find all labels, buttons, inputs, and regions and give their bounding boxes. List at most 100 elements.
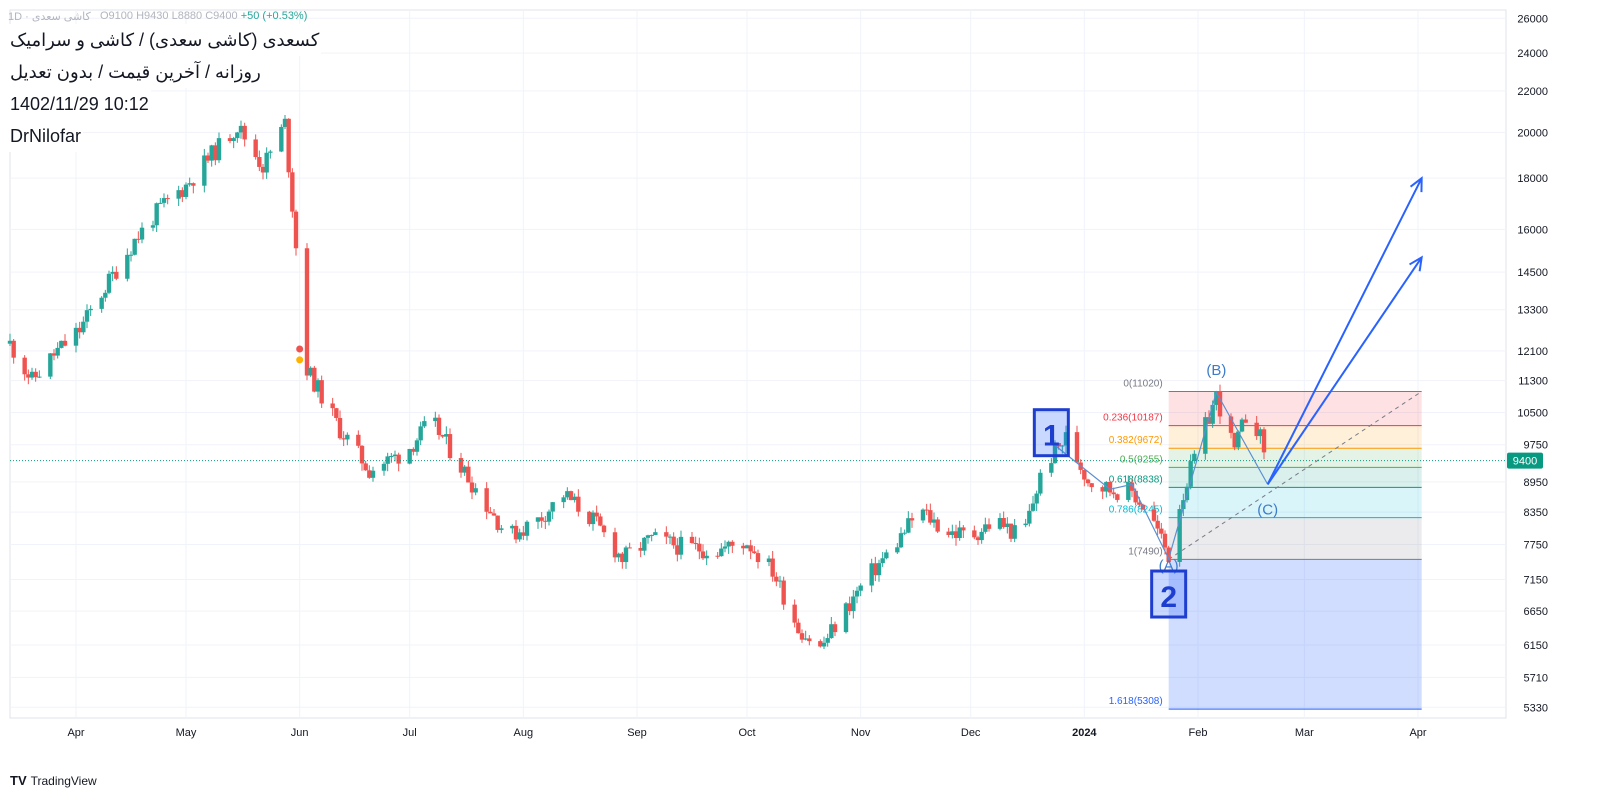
fib-level-label: 0.382(9672)	[1109, 435, 1163, 446]
y-tick-label: 5710	[1524, 672, 1548, 684]
candle-body	[1111, 492, 1116, 495]
candle-body	[983, 524, 988, 532]
candle-body	[205, 155, 211, 161]
candle-body	[627, 547, 632, 549]
candle-body	[81, 321, 86, 333]
candle-body	[719, 548, 724, 557]
y-tick-label: 11300	[1518, 376, 1548, 388]
candle-body	[847, 603, 852, 612]
candle-body	[1034, 493, 1039, 504]
candle-body	[436, 417, 442, 435]
candle-body	[876, 563, 882, 576]
candle-body	[315, 380, 321, 392]
candle-body	[697, 543, 702, 552]
candle-body	[642, 537, 647, 551]
candle-body	[88, 308, 93, 311]
candle-body	[345, 434, 350, 440]
chart-legend: کاشی سعدی · 1D O9100 H9430 L8880 C9400 +…	[8, 10, 322, 152]
candle-body	[407, 448, 412, 464]
candle-body	[594, 512, 599, 517]
y-tick-label: 14500	[1517, 267, 1548, 279]
y-tick-label: 16000	[1517, 224, 1548, 236]
candle-body	[466, 466, 471, 483]
candle-body	[495, 515, 500, 530]
candle-body	[484, 488, 489, 512]
candle-body	[308, 367, 313, 376]
candle-body	[1082, 469, 1087, 480]
candle-body	[950, 531, 955, 535]
tradingview-brand[interactable]: TV TradingView	[10, 773, 97, 788]
signal-dot	[296, 345, 304, 353]
candle-body	[1001, 517, 1006, 528]
candle-body	[766, 558, 772, 563]
candle-body	[906, 518, 911, 533]
candle-body	[1008, 523, 1014, 539]
candle-body	[979, 531, 984, 541]
candle-body	[51, 353, 57, 356]
candle-body	[898, 533, 904, 548]
candle-body	[381, 463, 387, 471]
candle-body	[462, 466, 467, 473]
candle-body	[33, 371, 38, 378]
candle-body	[11, 340, 16, 358]
candle-body	[158, 202, 163, 204]
y-tick-label: 7750	[1524, 540, 1548, 552]
projection-arrowhead	[1409, 255, 1423, 272]
fib-level-label: 0.236(10187)	[1103, 413, 1163, 424]
candle-body	[524, 521, 530, 536]
change-value: +50 (+0.53%)	[240, 10, 308, 22]
candle-body	[359, 445, 365, 464]
candles	[7, 115, 1267, 649]
candle-body	[183, 184, 189, 197]
candle-body	[653, 532, 658, 535]
candle-body	[227, 138, 233, 142]
candle-body	[125, 254, 130, 279]
candle-body	[880, 558, 885, 564]
candle-body	[649, 534, 654, 536]
candle-body	[612, 532, 618, 558]
x-tick-label: Apr	[1409, 727, 1426, 739]
candle-body	[1177, 509, 1182, 562]
candle-body	[854, 590, 860, 597]
candle-body	[1151, 509, 1157, 521]
candle-body	[1258, 429, 1263, 437]
candle-body	[902, 532, 907, 534]
y-tick-label: 9750	[1524, 440, 1548, 452]
candle-body	[931, 519, 937, 523]
candle-body	[473, 488, 478, 493]
candle-body	[422, 421, 427, 427]
candle-body	[132, 238, 137, 255]
candle-body	[513, 525, 519, 540]
candle-body	[510, 525, 515, 529]
candle-body	[392, 454, 398, 457]
candle-body	[1023, 523, 1028, 526]
candle-body	[1210, 404, 1215, 424]
candle-body	[260, 166, 266, 173]
candle-body	[1188, 461, 1193, 487]
candle-body	[601, 525, 607, 533]
candle-body	[752, 551, 757, 554]
candle-body	[99, 297, 104, 309]
candle-body	[282, 118, 288, 127]
candle-body	[433, 417, 438, 422]
y-tick-label: 8950	[1524, 477, 1548, 489]
candle-body	[517, 532, 522, 540]
candle-body	[279, 126, 284, 152]
y-tick-label: 12100	[1517, 346, 1548, 358]
fib-zone	[1168, 487, 1422, 518]
signal-dot	[296, 356, 304, 364]
candle-body	[986, 524, 992, 529]
candle-body	[84, 310, 90, 322]
candle-body	[242, 125, 247, 140]
candle-body	[895, 547, 900, 553]
candle-body	[957, 527, 962, 539]
candle-body	[851, 596, 856, 612]
candle-body	[396, 454, 401, 464]
candle-body	[114, 271, 119, 279]
y-tick-label: 6650	[1524, 606, 1548, 618]
x-tick-label: 2024	[1072, 727, 1097, 739]
y-tick-label: 18000	[1517, 173, 1548, 185]
candle-body	[521, 532, 526, 536]
fib-level-label: 0(11020)	[1123, 378, 1162, 389]
